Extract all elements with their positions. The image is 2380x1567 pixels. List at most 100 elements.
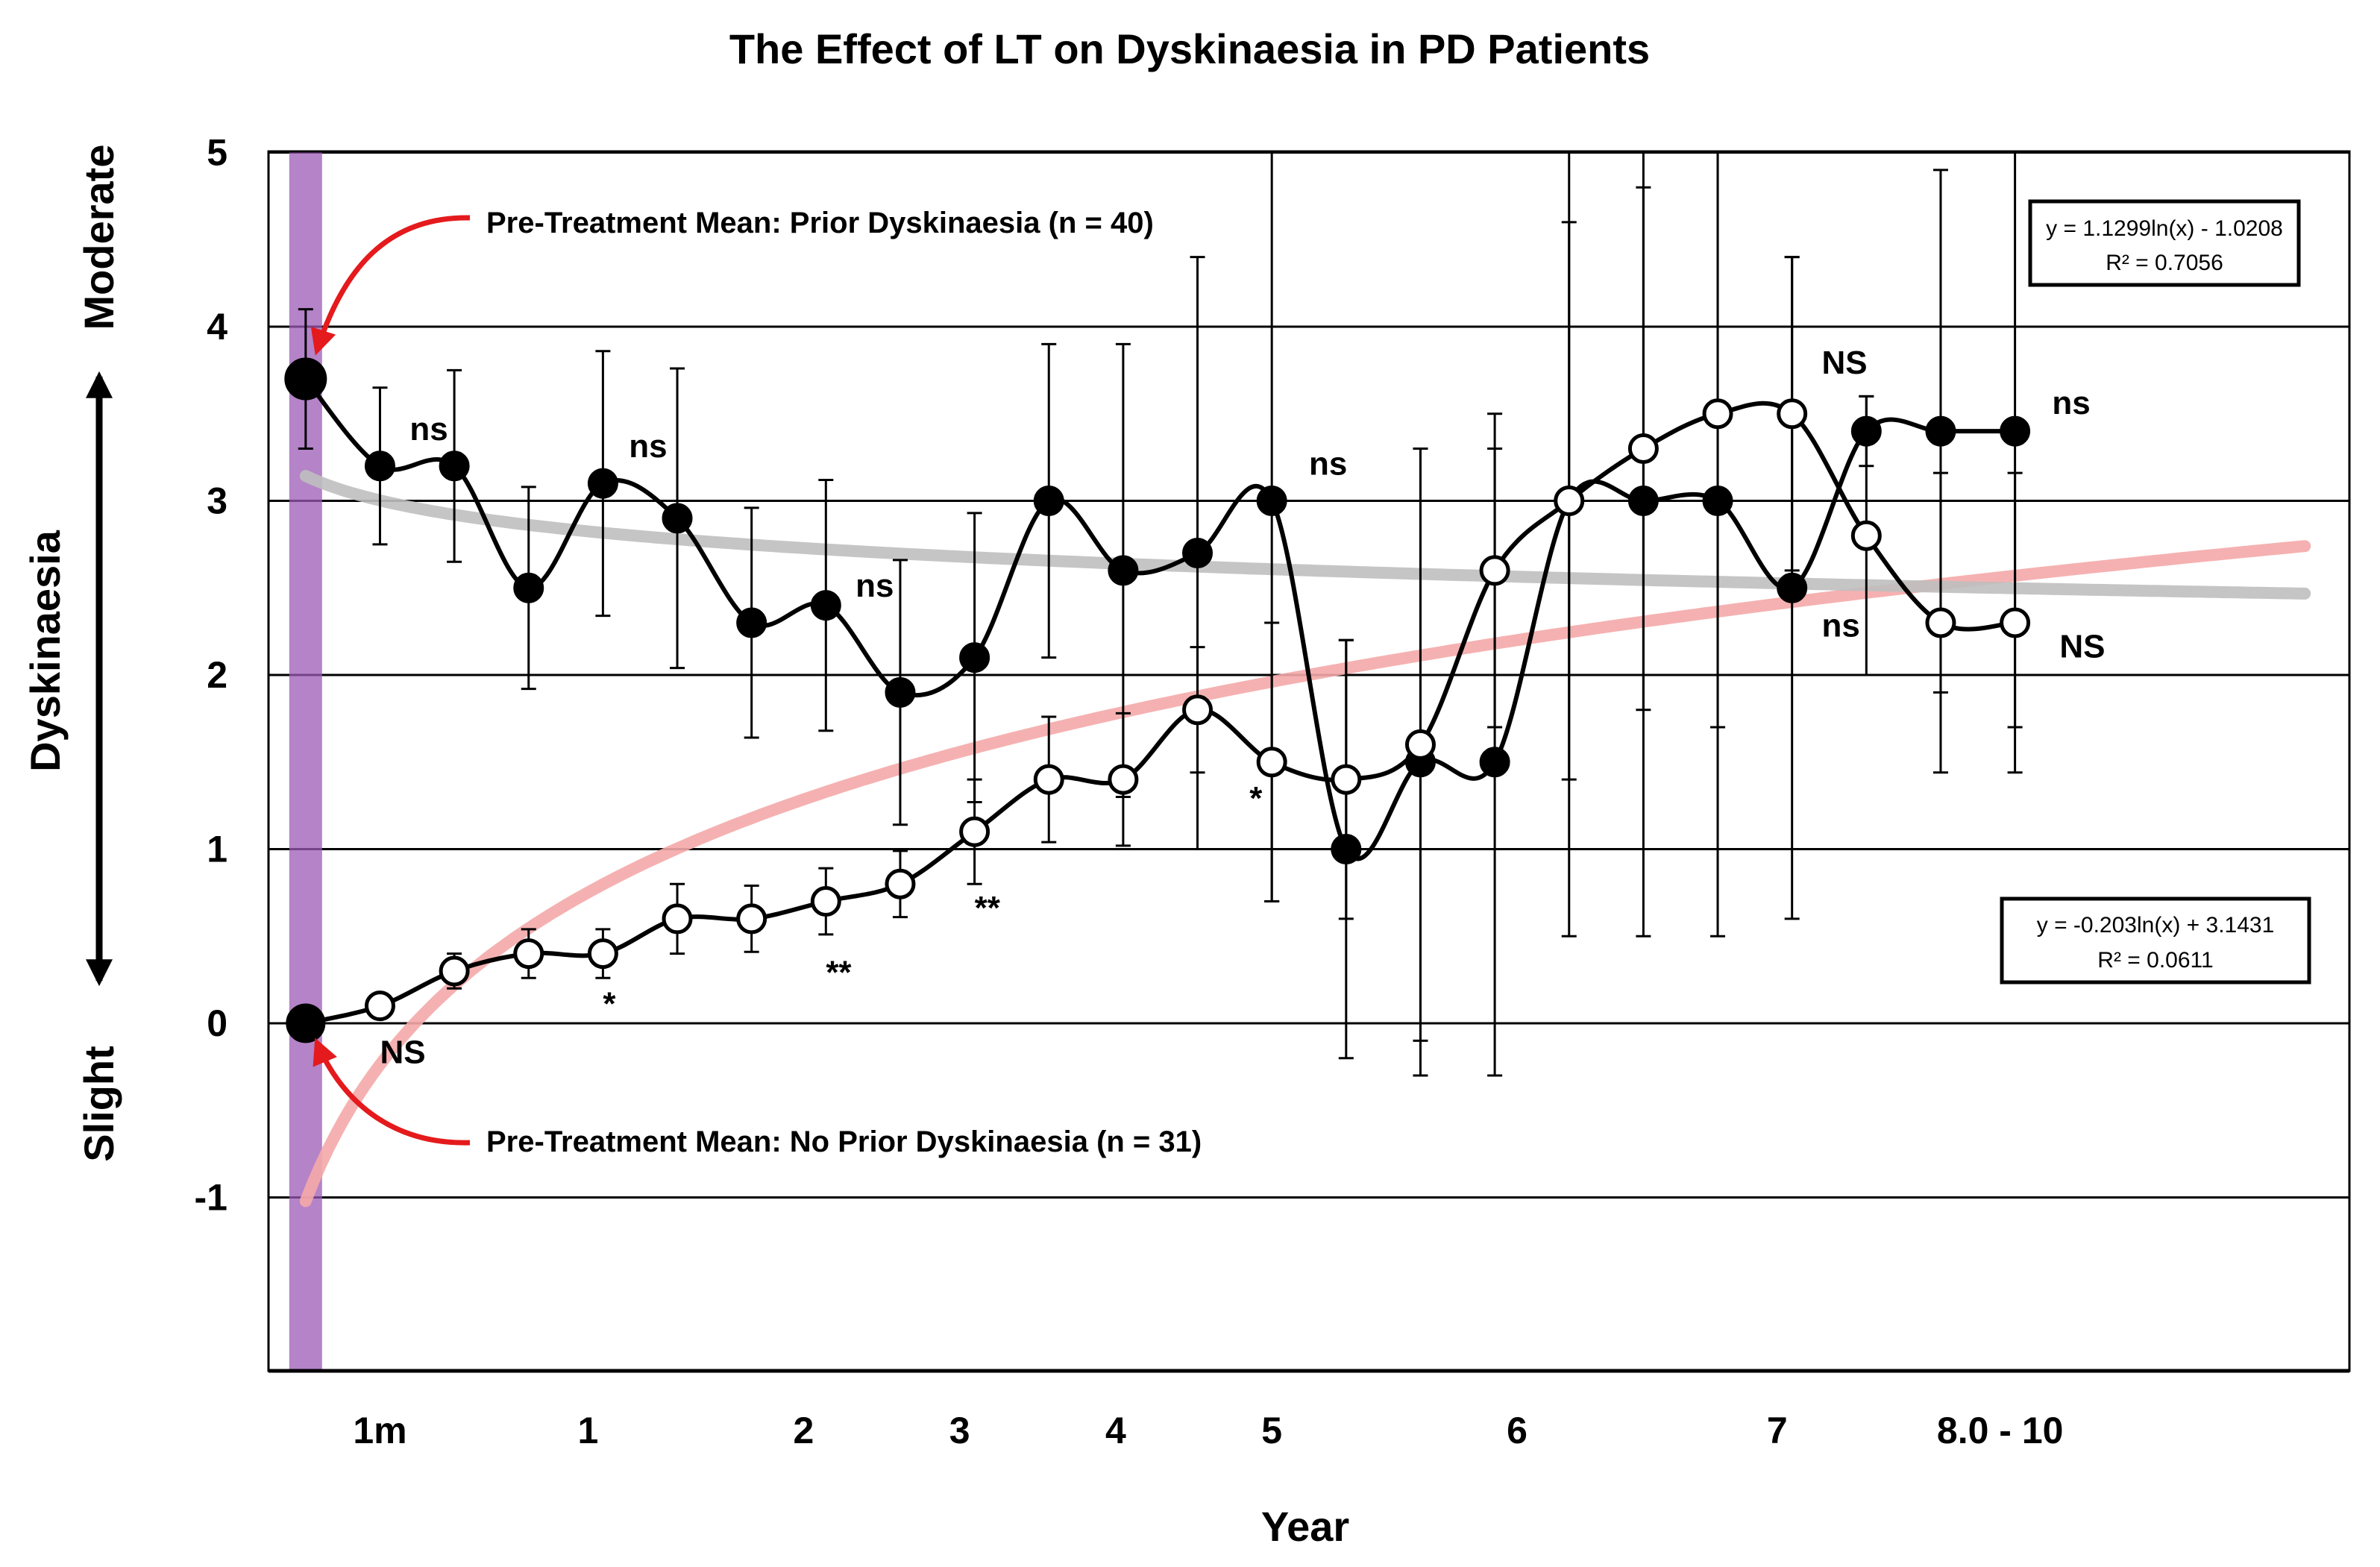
open-point <box>1925 607 1956 638</box>
filled-point <box>439 450 470 482</box>
r2-bottom: R² = 0.0611 <box>2097 948 2213 973</box>
open-point <box>1182 694 1213 726</box>
filled-point <box>513 572 544 603</box>
open-point <box>1256 747 1287 778</box>
open-point <box>2000 607 2031 638</box>
significance-label: ** <box>826 954 852 990</box>
equation-box-top: y = 1.1299ln(x) - 1.0208 R² = 0.7056 <box>2028 199 2301 287</box>
open-point <box>1777 398 1808 430</box>
filled-point <box>959 642 990 673</box>
filled-point <box>885 676 916 708</box>
significance-label: ns <box>2052 385 2090 421</box>
filled-point <box>1702 486 1733 516</box>
y-tick-label: 5 <box>207 132 227 174</box>
open-point <box>1702 398 1733 430</box>
open-point <box>736 903 767 935</box>
trendline-0 <box>299 540 2311 1208</box>
significance-label: * <box>603 985 616 1022</box>
annotation-prior-mean: Pre-Treatment Mean: Prior Dyskinaesia (n… <box>486 207 1154 239</box>
chart-title: The Effect of LT on Dyskinaesia in PD Pa… <box>729 25 1650 72</box>
x-tick-label: 3 <box>949 1410 970 1451</box>
open-point <box>1479 555 1510 586</box>
trendline-layer <box>299 470 2311 1208</box>
axis-layer <box>267 150 2351 1373</box>
open-point <box>1627 433 1659 464</box>
filled-point <box>1256 486 1287 516</box>
grid-layer <box>269 151 2349 1371</box>
filled-point <box>1777 572 1808 603</box>
significance-label: ns <box>409 411 448 448</box>
y-tick-label: 4 <box>207 306 227 348</box>
filled-point <box>1033 486 1064 516</box>
significance-label: ns <box>629 428 667 465</box>
filled-point <box>284 357 327 401</box>
filled-point <box>1627 486 1659 516</box>
significance-label: ns <box>1822 608 1860 644</box>
open-point <box>1404 729 1436 760</box>
y-tick-label: -1 <box>195 1177 227 1219</box>
significance-label: NS <box>380 1034 425 1071</box>
y-tick-label: 0 <box>207 1002 227 1044</box>
equation-box-bottom: y = -0.203ln(x) + 3.1431 R² = 0.0611 <box>2000 896 2311 985</box>
filled-point <box>662 503 693 534</box>
open-point <box>1554 486 1585 516</box>
equation-bottom: y = -0.203ln(x) + 3.1431 <box>2037 913 2275 938</box>
y-tick-label: 1 <box>207 829 227 870</box>
annotation-no-prior-arrow <box>313 1037 471 1146</box>
open-point <box>885 868 916 899</box>
open-point <box>1108 764 1139 795</box>
ylabel-dyskinaesia: Dyskinaesia <box>22 530 69 772</box>
open-point <box>662 903 693 935</box>
filled-point <box>736 607 767 638</box>
x-tick-label: 2 <box>794 1410 814 1451</box>
open-point <box>810 886 841 917</box>
open-point <box>959 816 990 847</box>
annotation-no-prior-mean: Pre-Treatment Mean: No Prior Dyskinaesia… <box>486 1125 1202 1158</box>
ylabel-moderate: Moderate <box>75 145 122 330</box>
open-point <box>1331 764 1362 795</box>
x-tick-label: 4 <box>1105 1410 1126 1451</box>
filled-point <box>587 468 618 499</box>
open-point <box>439 955 470 987</box>
filled-point <box>1331 834 1362 864</box>
filled-point <box>1479 747 1510 778</box>
significance-label: ns <box>855 568 894 604</box>
significance-label: NS <box>2059 629 2105 665</box>
x-tick-label: 1m <box>353 1410 406 1451</box>
x-tick-label: 7 <box>1767 1410 1788 1451</box>
open-point <box>286 1003 326 1043</box>
filled-point <box>364 450 395 482</box>
y-tick-label: 2 <box>207 654 227 696</box>
open-point <box>587 938 618 970</box>
y-tick-label: 3 <box>207 480 227 522</box>
x-tick-label: 8.0 - 10 <box>1937 1410 2064 1451</box>
x-axis-label: Year <box>1261 1503 1349 1550</box>
significance-label: * <box>1249 780 1263 817</box>
significance-label: ns <box>1309 445 1347 482</box>
open-point <box>364 990 395 1022</box>
plot-area <box>269 151 2349 1371</box>
x-tick-label: 1 <box>578 1410 599 1451</box>
annotation-prior-arrow <box>310 215 471 356</box>
filled-point <box>1182 538 1213 569</box>
ylabel-slight: Slight <box>75 1046 122 1162</box>
x-tick-label: 6 <box>1507 1410 1527 1451</box>
filled-point <box>1925 415 1956 447</box>
open-point <box>513 938 544 970</box>
filled-point <box>810 590 841 621</box>
open-point <box>1850 520 1882 551</box>
filled-point <box>1108 555 1139 586</box>
filled-point <box>1850 415 1882 447</box>
filled-point <box>2000 415 2031 447</box>
x-tick-label: 5 <box>1261 1410 1282 1451</box>
equation-top: y = 1.1299ln(x) - 1.0208 <box>2046 216 2283 241</box>
trendline-1 <box>299 470 2311 600</box>
significance-label: ** <box>975 890 1001 926</box>
data-point-layer <box>284 357 2031 1043</box>
significance-label: NS <box>1822 345 1868 381</box>
tick-label-layer: 5 4 3 2 1 0 -1 1m 1 2 3 4 5 6 7 8.0 - 10 <box>195 132 2064 1452</box>
r2-top: R² = 0.7056 <box>2106 251 2223 275</box>
open-point <box>1033 764 1064 795</box>
